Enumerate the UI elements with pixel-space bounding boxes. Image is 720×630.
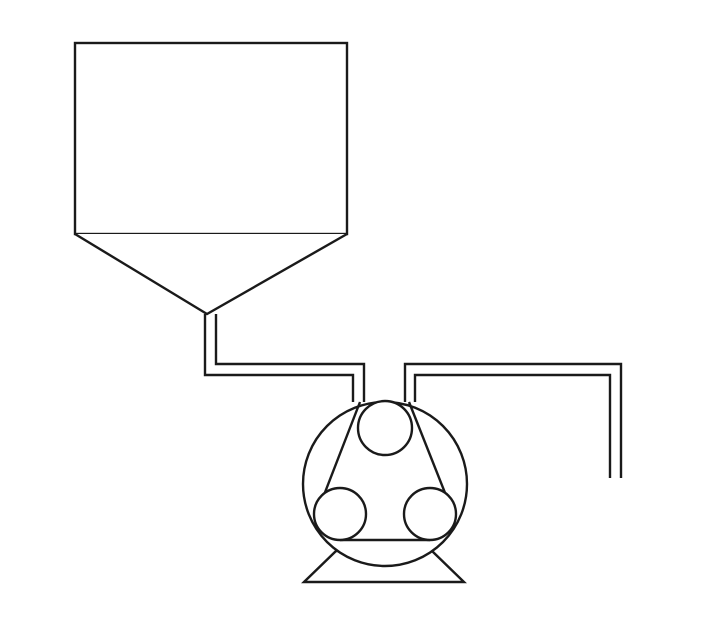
hopper-tank bbox=[73, 41, 349, 316]
inlet-pipe-outer bbox=[203, 314, 355, 402]
hopper-body bbox=[73, 41, 349, 236]
outlet-pipe-inner bbox=[413, 373, 612, 478]
roller-left bbox=[312, 486, 368, 542]
inlet-pipe-inner bbox=[214, 314, 366, 402]
roller-top bbox=[356, 399, 414, 457]
hopper-cone bbox=[74, 232, 348, 316]
inlet-pipe bbox=[203, 314, 366, 402]
roller-right bbox=[402, 486, 458, 542]
outlet-pipe bbox=[403, 362, 623, 478]
outlet-pipe-outer bbox=[403, 362, 623, 478]
